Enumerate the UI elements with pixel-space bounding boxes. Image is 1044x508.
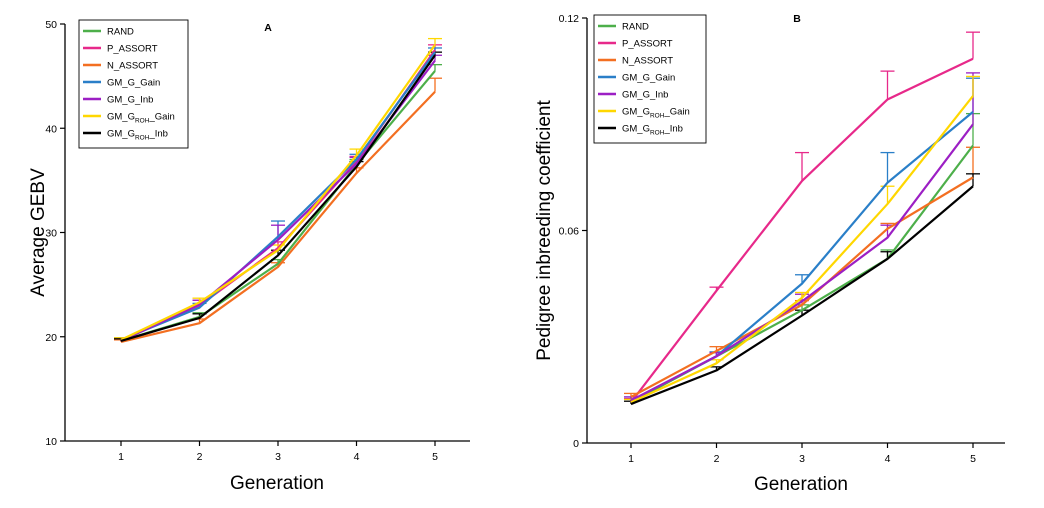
chartB-series-line-p-assort: [630, 57, 974, 403]
legend-label-subscript: ROH: [135, 118, 150, 125]
chartA-series-line-n-assort: [120, 90, 436, 344]
legend-label-subscript: ROH: [135, 135, 150, 142]
chartA-legend-label: N_ASSORT: [107, 61, 158, 72]
chartA-series-line-gm-g-roh-gain: [120, 44, 436, 341]
legend-label-part: _Gain: [148, 112, 174, 123]
chartB-xtick-label: 1: [628, 453, 634, 465]
chartB: 0 0.06 0.12 1 2 3 4 5 B Generation Pedigree inbree…: [534, 13, 1005, 495]
chartA-x-axis-title: Generation: [230, 473, 324, 494]
chartA-ytick-label: 30: [45, 228, 57, 240]
chartA-legend-label: GM_G_Inb: [107, 95, 153, 106]
chartB-legend-box: [593, 14, 707, 144]
legend-label-subscript: ROH: [650, 130, 665, 137]
chartA-legend-label: GM_G_Gain: [107, 78, 160, 89]
chartA-legend-label: GM_GROH_Gain: [107, 112, 175, 125]
chartA-legend-label: RAND: [107, 27, 134, 38]
chartA-xtick-label: 5: [432, 451, 438, 463]
chartA-legend-box: [78, 19, 189, 149]
chartB-series-line-gm-g-roh-gain: [630, 95, 974, 404]
legend-label-part: GM_G: [622, 124, 650, 135]
legend-label-part: GM_G: [622, 107, 650, 118]
chartB-legend-label: GM_GROH_Gain: [622, 107, 690, 120]
chartB-legend-label: GM_GROH_Inb: [622, 124, 683, 137]
chartA-legend-label: GM_GROH_Inb: [107, 129, 168, 142]
chartA-xtick-label: 1: [118, 451, 124, 463]
chartB-xtick-label: 4: [885, 453, 891, 465]
chartB-legend-label: P_ASSORT: [622, 39, 673, 50]
chartB-title: B: [793, 13, 801, 25]
chartA-ytick-label: 40: [45, 123, 57, 135]
chartB-legend-label: N_ASSORT: [622, 56, 673, 67]
chartA-series-line-gm-g-roh-inb: [120, 54, 436, 342]
legend-label-part: GM_G: [107, 129, 135, 140]
chartB-series-line-gm-g-roh-inb: [630, 185, 974, 406]
chartB-xtick-label: 5: [970, 453, 976, 465]
chartB-ytick-label: 0.06: [559, 226, 580, 238]
chartB-x-axis-title: Generation: [754, 474, 848, 495]
legend-label-part: _Inb: [148, 129, 168, 140]
chartB-legend: RANDP_ASSORTN_ASSORTGM_G_GainGM_G_InbGM_…: [593, 14, 707, 144]
chartB-series-line-n-assort: [630, 176, 974, 398]
chartA-title: A: [264, 22, 272, 34]
chartB-xtick-label: 2: [714, 453, 720, 465]
chartB-legend-label: GM_G_Gain: [622, 73, 675, 84]
chartB-legend-label: RAND: [622, 22, 649, 33]
chartA-ytick-label: 10: [45, 436, 57, 448]
chartA-y-axis-title: Average GEBV: [28, 168, 49, 297]
chartA-xtick-label: 3: [275, 451, 281, 463]
chartA-ytick-label: 50: [45, 19, 57, 31]
legend-label-part: GM_G: [107, 112, 135, 123]
chartA-ytick-label: 20: [45, 332, 57, 344]
chartB-ytick-label: 0.12: [559, 13, 580, 25]
chartA-xtick-label: 2: [197, 451, 203, 463]
chartA-legend-label: P_ASSORT: [107, 44, 158, 55]
chartB-legend-label: GM_G_Inb: [622, 90, 668, 101]
chartA: 10 20 30 40 50 1 2 3 4 5 A Generation Average GEBV RA…: [28, 19, 470, 494]
legend-label-part: _Inb: [663, 124, 683, 135]
chartA-legend: RANDP_ASSORTN_ASSORTGM_G_GainGM_G_InbGM_…: [78, 19, 189, 149]
chartB-y-axis-title: Pedigree inbreeding coefficient: [534, 100, 555, 361]
chartB-xtick-label: 3: [799, 453, 805, 465]
legend-label-part: _Gain: [663, 107, 689, 118]
chartB-series-line-gm-g-inb: [630, 123, 974, 402]
chartB-series-line-rand: [630, 144, 974, 404]
legend-label-subscript: ROH: [650, 113, 665, 120]
chartA-xtick-label: 4: [354, 451, 360, 463]
chartA-series-line-gm-g-gain: [120, 51, 436, 341]
chartB-ytick-label: 0: [573, 438, 579, 450]
